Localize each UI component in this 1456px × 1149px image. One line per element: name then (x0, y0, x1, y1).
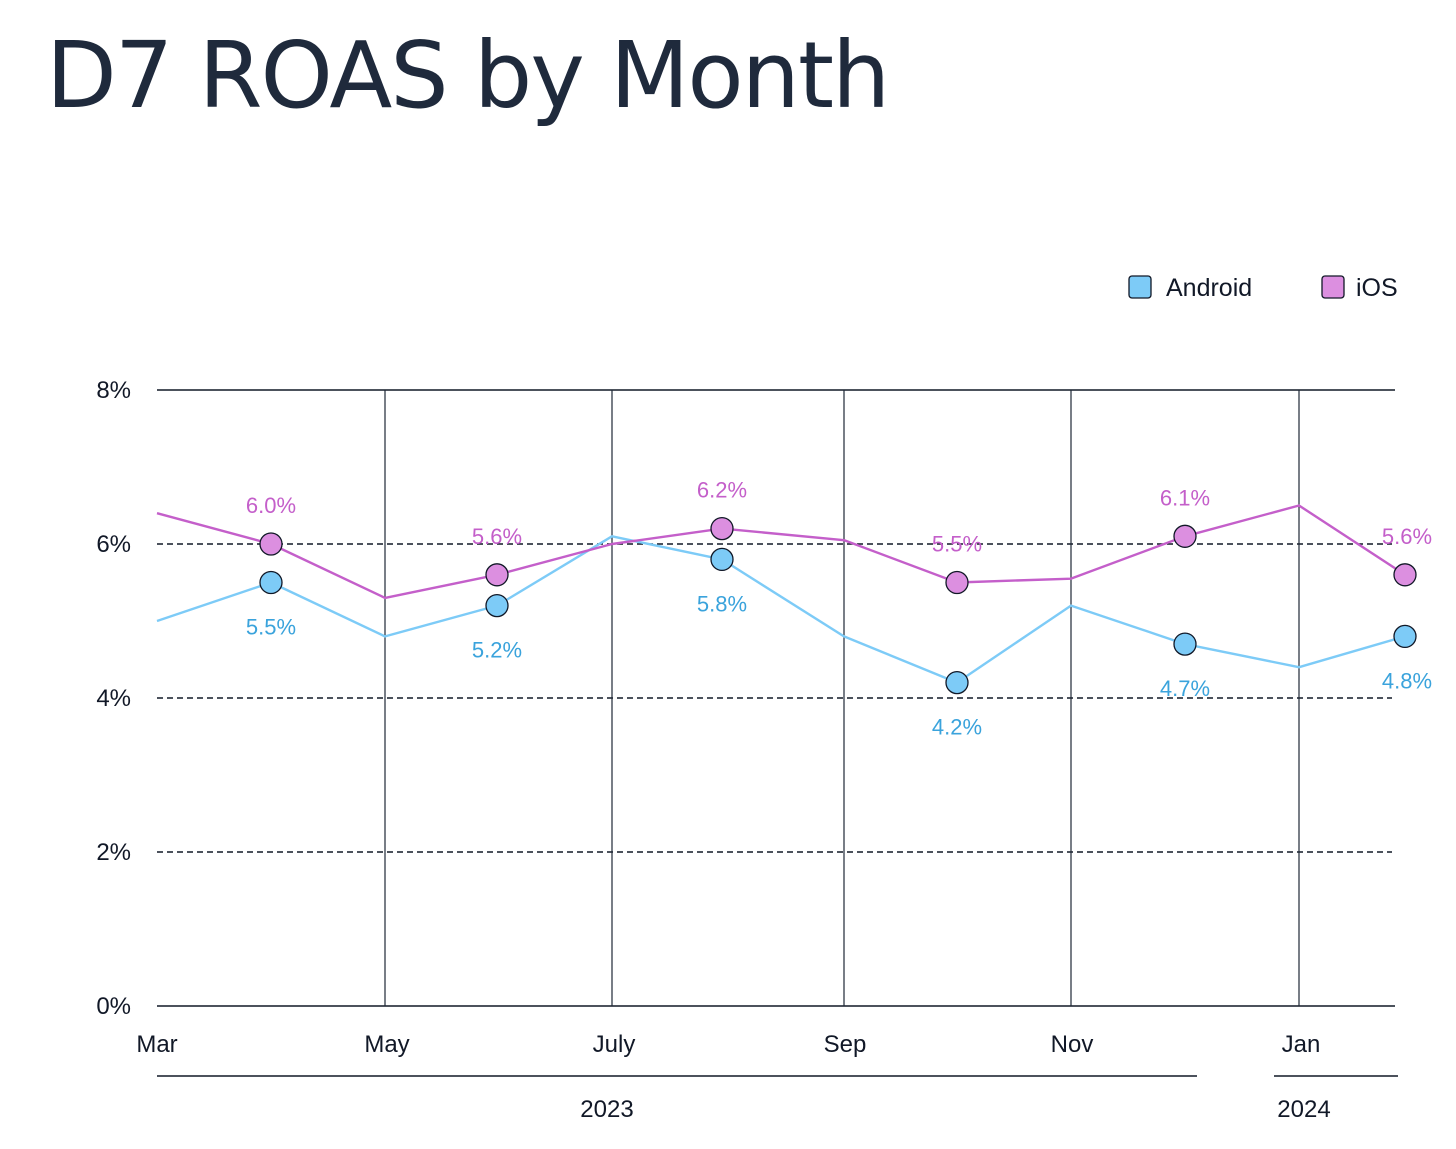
android-point (945, 670, 969, 695)
android-data-label: 4.2% (932, 715, 982, 740)
android-data-label: 5.5% (246, 615, 296, 640)
x-tick-label: Jan (1282, 1031, 1321, 1058)
ios-data-label: 6.2% (697, 478, 747, 503)
android-point (1393, 624, 1417, 649)
android-point (259, 570, 283, 595)
android-point (485, 593, 509, 618)
ios-data-label: 5.6% (1382, 524, 1432, 549)
ios-data-label: 5.5% (932, 532, 982, 557)
ios-data-label: 6.1% (1160, 485, 1210, 510)
legend-swatch-android (1128, 275, 1152, 299)
axes: 0% 2% 4% 6% 8% Mar May July Sep Nov Jan 2023 2024 (96, 377, 1398, 1123)
android-data-label: 4.7% (1160, 676, 1210, 701)
legend-swatch-ios (1321, 275, 1345, 299)
year-label: 2024 (1277, 1096, 1330, 1123)
ios-data-label: 5.6% (472, 524, 522, 549)
chart-title: D7 ROAS by Month (46, 22, 890, 129)
ios-data-label: 6.0% (246, 493, 296, 518)
data-labels: 5.5% 5.2% 5.8% 4.2% 4.7% 4.8% 6.0% 5.6% 6.2% 5.5%… (246, 478, 1432, 740)
android-series-line (156, 535, 1406, 684)
series-layer (156, 504, 1417, 695)
ios-point (945, 570, 969, 595)
legend-label-android: Android (1166, 274, 1252, 302)
ios-point (259, 532, 283, 556)
legend-label-ios: iOS (1356, 274, 1398, 302)
android-data-label: 4.8% (1382, 668, 1432, 693)
android-point (710, 547, 734, 572)
y-tick-label: 2% (96, 839, 131, 866)
x-tick-label: Mar (136, 1031, 177, 1058)
grid (157, 389, 1395, 1007)
y-tick-label: 4% (96, 685, 131, 712)
ios-point (485, 563, 509, 587)
x-tick-label: May (364, 1031, 409, 1058)
x-tick-label: Nov (1051, 1031, 1094, 1058)
y-tick-label: 0% (96, 993, 131, 1020)
android-data-label: 5.8% (697, 591, 747, 616)
x-tick-label: July (593, 1031, 636, 1058)
y-tick-label: 8% (96, 377, 131, 404)
year-label: 2023 (580, 1096, 633, 1123)
y-tick-label: 6% (96, 531, 131, 558)
ios-series-line (156, 504, 1406, 600)
ios-point (1173, 524, 1197, 548)
x-tick-label: Sep (824, 1031, 867, 1058)
android-data-label: 5.2% (472, 638, 522, 663)
ios-point (1393, 563, 1417, 587)
android-point (1173, 632, 1197, 656)
ios-point (710, 516, 734, 541)
legend: Android iOS (1128, 274, 1398, 302)
